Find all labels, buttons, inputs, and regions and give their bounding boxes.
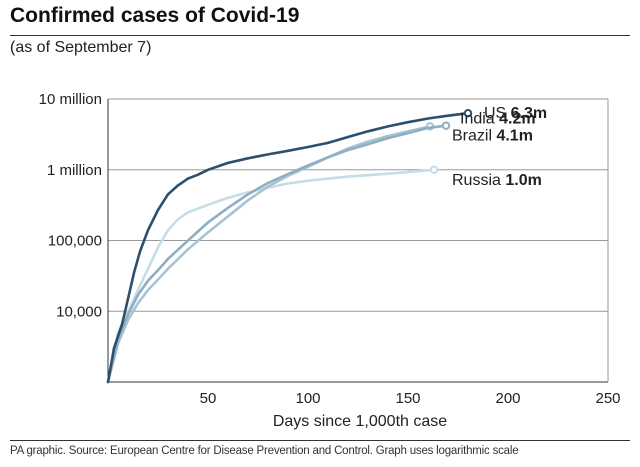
series-label-russia: Russia 1.0m <box>452 172 542 189</box>
series-label-us: US 6.3m <box>484 105 547 122</box>
y-tick-label: 10,000 <box>56 303 102 320</box>
source-note: PA graphic. Source: European Centre for … <box>10 445 519 457</box>
x-tick-label: 150 <box>395 390 420 407</box>
series-lines <box>106 108 473 384</box>
x-tick-label: 100 <box>295 390 320 407</box>
x-axis-label: Days since 1,000th case <box>273 413 447 430</box>
series-end-marker-india <box>441 121 451 130</box>
series-end-marker-us <box>463 108 473 118</box>
source-rule <box>10 440 630 441</box>
series-line-russia <box>106 168 436 384</box>
x-tick-label: 250 <box>595 390 620 407</box>
gridlines <box>108 98 608 312</box>
y-axis-ticks: 10,000 100,000 1 million 10 million <box>39 91 102 320</box>
x-tick-label: 50 <box>200 390 217 407</box>
x-tick-label: 200 <box>495 390 520 407</box>
axes <box>107 99 609 383</box>
title-rule <box>10 35 630 36</box>
y-tick-label: 1 million <box>47 162 102 179</box>
series-line-brazil <box>106 125 432 384</box>
series-label-india: India 4.2m <box>460 111 536 128</box>
x-axis-ticks: 50 100 150 200 250 <box>200 390 621 407</box>
series-line-india <box>106 124 448 384</box>
chart-subtitle: (as of September 7) <box>10 39 152 56</box>
series-line-us <box>106 111 470 384</box>
line-chart: 10,000 100,000 1 million 10 million 50 100 15… <box>39 91 621 430</box>
y-tick-label: 100,000 <box>48 233 102 250</box>
y-tick-label: 10 million <box>39 91 102 108</box>
series-end-marker-russia <box>429 165 439 174</box>
chart-title: Confirmed cases of Covid-19 <box>10 4 300 27</box>
series-label-brazil: Brazil 4.1m <box>452 127 533 144</box>
